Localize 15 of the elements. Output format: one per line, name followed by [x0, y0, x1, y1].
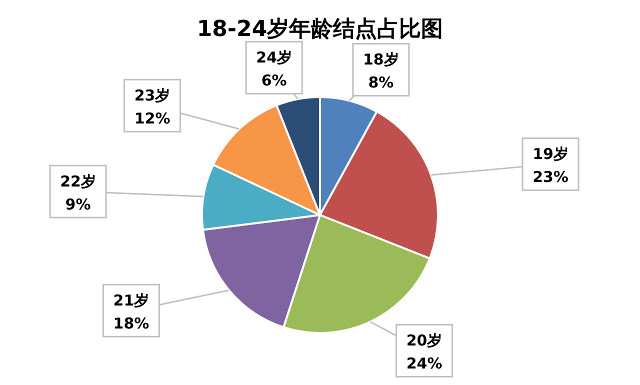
- chart-title: 18-24岁年龄结点占比图: [196, 17, 444, 42]
- slice-label: 23岁: [134, 86, 170, 105]
- slice-label: 21岁: [113, 292, 150, 310]
- data-label: 24%: [406, 354, 442, 373]
- data-label: 18%: [113, 314, 150, 333]
- data-label: 6%: [261, 72, 287, 90]
- data-label: 8%: [368, 74, 394, 92]
- slice-label: 24岁: [256, 48, 292, 67]
- data-label: 23%: [532, 168, 568, 186]
- slice-label: 19岁: [532, 145, 568, 164]
- data-label: 12%: [134, 110, 170, 128]
- data-label: 9%: [65, 196, 91, 214]
- slice-label: 18岁: [362, 50, 399, 69]
- slice-label: 22岁: [60, 172, 96, 191]
- slice-label: 20岁: [406, 332, 442, 350]
